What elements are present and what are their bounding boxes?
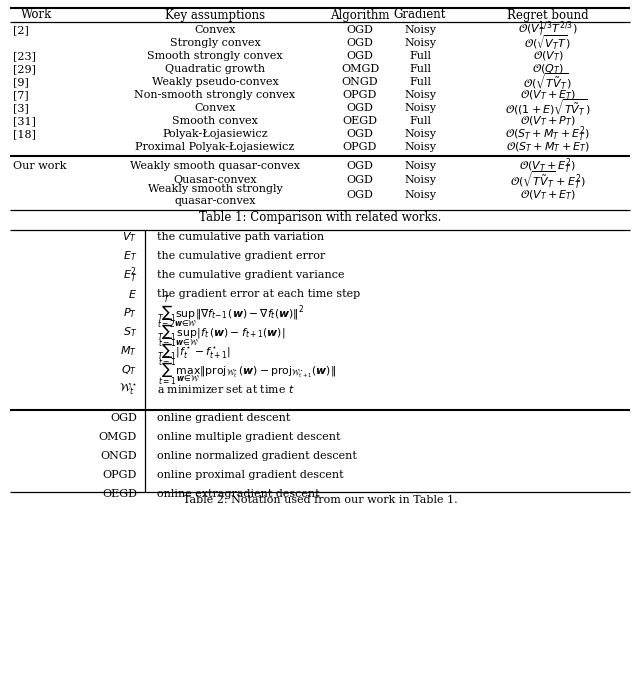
Text: [3]: [3] xyxy=(13,103,29,113)
Text: Noisy: Noisy xyxy=(404,142,436,152)
Text: $\mathcal{O}(Q_T)$: $\mathcal{O}(Q_T)$ xyxy=(532,62,564,75)
Text: the cumulative gradient error: the cumulative gradient error xyxy=(157,251,325,261)
Text: Regret bound: Regret bound xyxy=(507,9,589,22)
Text: online proximal gradient descent: online proximal gradient descent xyxy=(157,470,344,480)
Text: Noisy: Noisy xyxy=(404,90,436,100)
Text: a minimizer set at time $t$: a minimizer set at time $t$ xyxy=(157,383,294,395)
Text: the cumulative path variation: the cumulative path variation xyxy=(157,232,324,242)
Text: online extragradient descent: online extragradient descent xyxy=(157,489,319,499)
Text: $E_T^2$: $E_T^2$ xyxy=(123,265,137,285)
Text: Convex: Convex xyxy=(195,25,236,35)
Text: OGD: OGD xyxy=(347,25,373,35)
Text: $\mathcal{O}(\sqrt{T\tilde{V}_T})$: $\mathcal{O}(\sqrt{T\tilde{V}_T})$ xyxy=(524,72,573,92)
Text: Noisy: Noisy xyxy=(404,129,436,139)
Text: online normalized gradient descent: online normalized gradient descent xyxy=(157,451,357,461)
Text: $\sum_{t=1}^{T-1} |f_t^\star - f_{t+1}^\star|$: $\sum_{t=1}^{T-1} |f_t^\star - f_{t+1}^\… xyxy=(157,333,231,369)
Text: Quadratic growth: Quadratic growth xyxy=(165,64,265,74)
Text: [29]: [29] xyxy=(13,64,36,74)
Text: $\mathcal{O}((1+E)\sqrt{T\tilde{V}_T})$: $\mathcal{O}((1+E)\sqrt{T\tilde{V}_T})$ xyxy=(505,98,591,118)
Text: Smooth convex: Smooth convex xyxy=(172,116,258,126)
Text: OGD: OGD xyxy=(347,38,373,48)
Text: OGD: OGD xyxy=(347,103,373,113)
Text: $\sum_{t=1}^{T-1}\sup_{\boldsymbol{w}\in\mathcal{W}} |f_t(\boldsymbol{w}) - f_{t: $\sum_{t=1}^{T-1}\sup_{\boldsymbol{w}\in… xyxy=(157,313,285,350)
Text: quasar-convex: quasar-convex xyxy=(174,196,256,206)
Text: $\mathcal{O}(S_T + M_T + E_T^2)$: $\mathcal{O}(S_T + M_T + E_T^2)$ xyxy=(506,124,591,143)
Text: Non-smooth strongly convex: Non-smooth strongly convex xyxy=(134,90,296,100)
Text: Table 1: Comparison with related works.: Table 1: Comparison with related works. xyxy=(199,211,441,224)
Text: Full: Full xyxy=(409,64,431,74)
Text: Key assumptions: Key assumptions xyxy=(165,9,265,22)
Text: ONGD: ONGD xyxy=(342,77,378,87)
Text: the gradient error at each time step: the gradient error at each time step xyxy=(157,289,360,299)
Text: Full: Full xyxy=(409,77,431,87)
Text: $E$: $E$ xyxy=(128,288,137,300)
Text: Noisy: Noisy xyxy=(404,175,436,185)
Text: Gradient: Gradient xyxy=(394,9,446,22)
Text: ONGD: ONGD xyxy=(100,451,137,461)
Text: OEGD: OEGD xyxy=(342,116,378,126)
Text: $\mathcal{O}(V_T)$: $\mathcal{O}(V_T)$ xyxy=(532,49,563,63)
Text: OPGD: OPGD xyxy=(343,142,377,152)
Text: Table 2: Notation used from our work in Table 1.: Table 2: Notation used from our work in … xyxy=(182,495,458,505)
Text: OGD: OGD xyxy=(347,129,373,139)
Text: OPGD: OPGD xyxy=(102,470,137,480)
Text: Strongly convex: Strongly convex xyxy=(170,38,260,48)
Text: Weakly pseudo-convex: Weakly pseudo-convex xyxy=(152,77,278,87)
Text: [9]: [9] xyxy=(13,77,29,87)
Text: Full: Full xyxy=(409,51,431,61)
Text: $\mathcal{O}(\sqrt{T\tilde{V}_T} + E_T^2)$: $\mathcal{O}(\sqrt{T\tilde{V}_T} + E_T^2… xyxy=(510,169,586,191)
Text: OGD: OGD xyxy=(347,175,373,185)
Text: OMGD: OMGD xyxy=(99,432,137,442)
Text: Our work: Our work xyxy=(13,161,67,171)
Text: $S_T$: $S_T$ xyxy=(123,325,137,339)
Text: Noisy: Noisy xyxy=(404,190,436,200)
Text: [23]: [23] xyxy=(13,51,36,61)
Text: OGD: OGD xyxy=(347,161,373,171)
Text: $\mathcal{O}(\sqrt{V_T T})$: $\mathcal{O}(\sqrt{V_T T})$ xyxy=(524,34,572,52)
Text: [7]: [7] xyxy=(13,90,29,100)
Text: Smooth strongly convex: Smooth strongly convex xyxy=(147,51,283,61)
Text: OGD: OGD xyxy=(347,51,373,61)
Text: $E_T$: $E_T$ xyxy=(123,249,137,263)
Text: $Q_T$: $Q_T$ xyxy=(121,363,137,377)
Text: $\sum_{t=1}^{T-1}\max_{\boldsymbol{w}\in\mathcal{W}} \|\mathrm{proj}_{\mathcal{W: $\sum_{t=1}^{T-1}\max_{\boldsymbol{w}\in… xyxy=(157,352,336,388)
Text: OMGD: OMGD xyxy=(341,64,379,74)
Text: Polyak-Łojasiewicz: Polyak-Łojasiewicz xyxy=(162,129,268,139)
Text: $\mathcal{W}_t^\star$: $\mathcal{W}_t^\star$ xyxy=(119,381,137,396)
Text: Algorithm: Algorithm xyxy=(330,9,390,22)
Text: Work: Work xyxy=(21,9,52,22)
Text: Weakly smooth strongly: Weakly smooth strongly xyxy=(148,184,282,194)
Text: $\mathcal{O}(V_T + E_T)$: $\mathcal{O}(V_T + E_T)$ xyxy=(520,188,576,202)
Text: Noisy: Noisy xyxy=(404,38,436,48)
Text: Weakly smooth quasar-convex: Weakly smooth quasar-convex xyxy=(130,161,300,171)
Text: $\mathcal{O}(V_T + E_T)$: $\mathcal{O}(V_T + E_T)$ xyxy=(520,88,576,102)
Text: $\mathcal{O}(V_T + P_T)$: $\mathcal{O}(V_T + P_T)$ xyxy=(520,114,576,128)
Text: online gradient descent: online gradient descent xyxy=(157,413,291,423)
Text: Convex: Convex xyxy=(195,103,236,113)
Text: Full: Full xyxy=(409,116,431,126)
Text: $\mathcal{O}(V_T^{1/3}T^{2/3})$: $\mathcal{O}(V_T^{1/3}T^{2/3})$ xyxy=(518,20,578,40)
Text: OGD: OGD xyxy=(347,190,373,200)
Text: $V_T$: $V_T$ xyxy=(122,230,137,244)
Text: Noisy: Noisy xyxy=(404,25,436,35)
Text: Noisy: Noisy xyxy=(404,103,436,113)
Text: $P_T$: $P_T$ xyxy=(123,306,137,320)
Text: OPGD: OPGD xyxy=(343,90,377,100)
Text: $\sum_{t=2}^{T}\sup_{\boldsymbol{w}\in\mathcal{W}} \|\nabla f_{t-1}(\boldsymbol{: $\sum_{t=2}^{T}\sup_{\boldsymbol{w}\in\m… xyxy=(157,294,304,332)
Text: $M_T$: $M_T$ xyxy=(120,344,137,358)
Text: OGD: OGD xyxy=(110,413,137,423)
Text: $\mathcal{O}(V_T + E_T^2)$: $\mathcal{O}(V_T + E_T^2)$ xyxy=(519,156,577,176)
Text: Proximal Polyak-Łojasiewicz: Proximal Polyak-Łojasiewicz xyxy=(136,142,294,152)
Text: $\mathcal{O}(S_T + M_T + E_T)$: $\mathcal{O}(S_T + M_T + E_T)$ xyxy=(506,140,590,154)
Text: Quasar-convex: Quasar-convex xyxy=(173,175,257,185)
Text: the cumulative gradient variance: the cumulative gradient variance xyxy=(157,270,344,280)
Text: [18]: [18] xyxy=(13,129,36,139)
Text: online multiple gradient descent: online multiple gradient descent xyxy=(157,432,340,442)
Text: Noisy: Noisy xyxy=(404,161,436,171)
Text: [2]: [2] xyxy=(13,25,29,35)
Text: [31]: [31] xyxy=(13,116,36,126)
Text: OEGD: OEGD xyxy=(102,489,137,499)
